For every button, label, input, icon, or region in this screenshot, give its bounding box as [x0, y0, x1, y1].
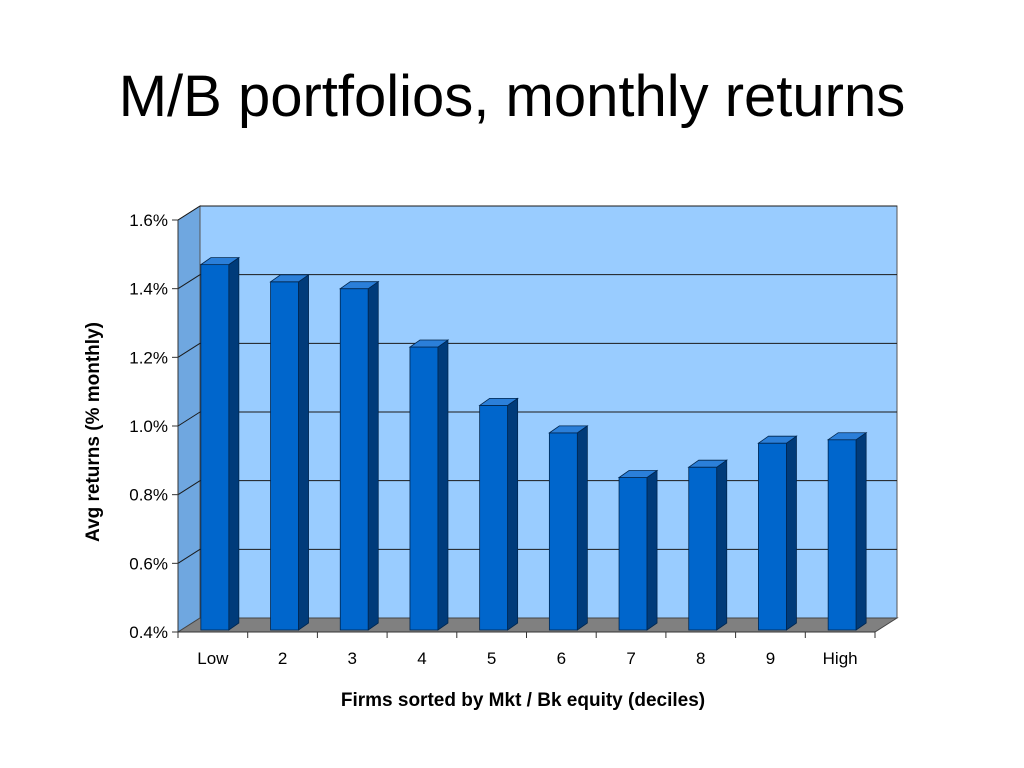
bar — [826, 431, 868, 631]
bar-top — [548, 425, 589, 434]
y-axis: 0.4% 0.6% 0.8% 1.0% 1.2% 1.4% 1.6% — [129, 211, 179, 642]
y-axis-title: Avg returns (% monthly) — [83, 322, 104, 542]
bar-side — [646, 469, 658, 631]
y-tick-label: 0.8% — [129, 486, 168, 505]
bar-side — [228, 256, 240, 631]
y-tick-label: 1.6% — [129, 211, 168, 230]
x-tick-label: 8 — [696, 649, 705, 668]
y-tick-label: 0.4% — [129, 623, 168, 642]
x-tick-label: 2 — [278, 649, 287, 668]
bar-top — [757, 435, 798, 444]
bar — [478, 397, 519, 631]
bar-top — [338, 281, 380, 290]
bar — [269, 274, 310, 631]
gridline-side — [177, 548, 201, 564]
x-tick-label: 6 — [557, 649, 566, 668]
bar-side — [855, 431, 867, 631]
gridline-side — [177, 274, 201, 290]
gridline-side — [177, 480, 201, 496]
x-axis-title: Firms sorted by Mkt / Bk equity (deciles… — [341, 690, 705, 711]
y-tick-label: 1.2% — [129, 348, 168, 367]
gridline-side — [177, 411, 201, 427]
bars — [199, 256, 868, 631]
gridline-side — [177, 205, 201, 221]
bar-front — [758, 442, 787, 631]
bar-side — [716, 459, 728, 631]
bar-top — [617, 470, 659, 478]
x-tick-label: 7 — [626, 649, 635, 668]
bar-top — [408, 339, 450, 348]
bar-top — [826, 432, 868, 441]
bar-side — [507, 397, 519, 631]
x-tick-label: 9 — [766, 649, 775, 668]
bar-front — [548, 432, 578, 631]
bar-top — [478, 397, 519, 406]
x-tick-label: 3 — [348, 649, 357, 668]
bar-side — [437, 339, 449, 631]
bar — [408, 339, 450, 631]
x-tick-label: 4 — [417, 649, 426, 668]
x-tick-label: High — [823, 649, 858, 668]
bar-side — [298, 274, 309, 631]
bar — [687, 459, 729, 631]
bar-front — [479, 404, 509, 631]
bar — [548, 425, 589, 631]
bar — [199, 256, 241, 631]
bar-top — [199, 257, 241, 266]
bar-side — [367, 280, 379, 631]
bar-front — [409, 346, 439, 631]
bar-front — [688, 466, 718, 631]
bar — [757, 435, 798, 631]
bar — [338, 280, 380, 631]
bar-top — [269, 274, 310, 283]
bar-front — [618, 477, 648, 631]
bar-side — [576, 425, 588, 631]
slide-title: M/B portfolios, monthly returns — [118, 64, 906, 129]
x-tick-label: 5 — [487, 649, 496, 668]
bar-front — [827, 439, 857, 631]
x-axis: Low 2 3 4 5 6 7 8 9 High — [177, 631, 876, 668]
bar-front — [270, 281, 299, 631]
gridline-side — [177, 342, 201, 358]
y-tick-label: 1.4% — [129, 280, 168, 299]
bar-front — [200, 264, 230, 631]
bar-top — [687, 459, 729, 468]
bar — [617, 469, 659, 631]
y-tick-label: 1.0% — [129, 417, 168, 436]
y-tick-label: 0.6% — [129, 554, 168, 573]
bar-front — [339, 288, 369, 631]
x-tick-label: Low — [197, 649, 229, 668]
bar-side — [786, 435, 797, 631]
